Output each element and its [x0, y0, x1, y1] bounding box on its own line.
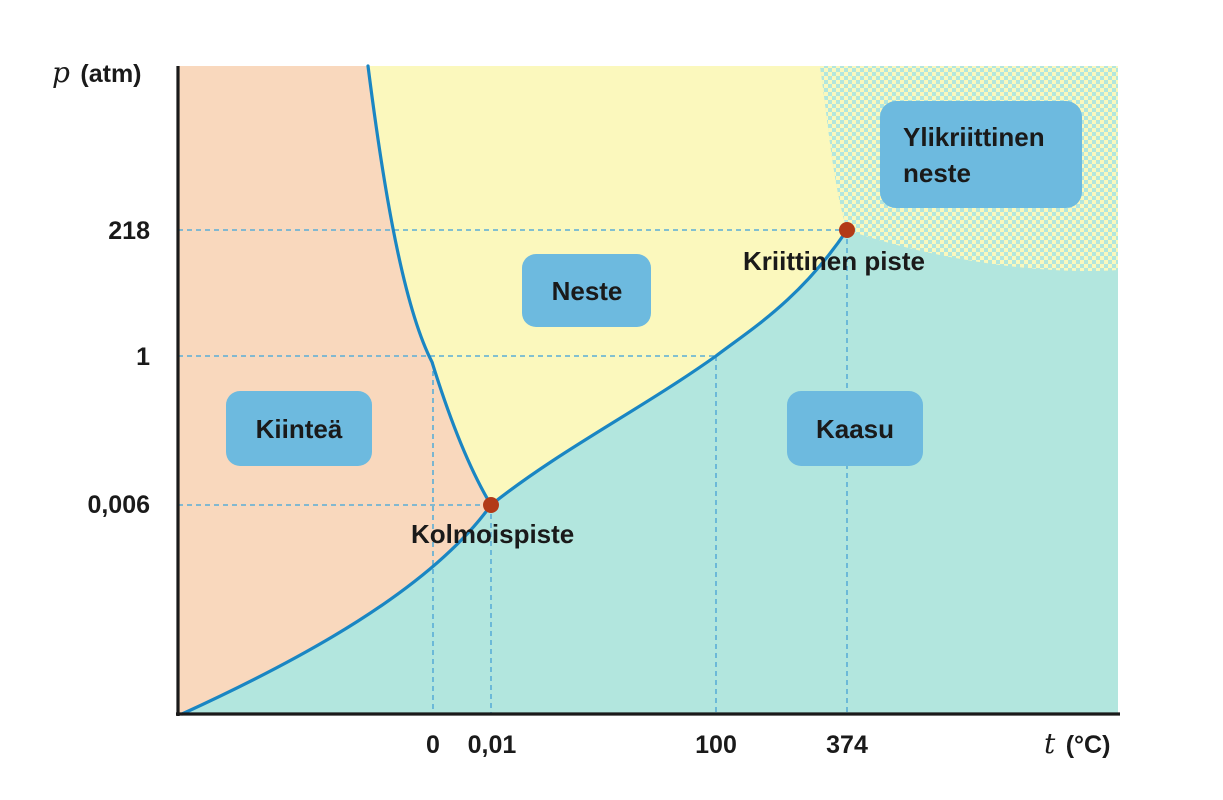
x-tick-001: 0,01	[468, 731, 517, 759]
svg-text:neste: neste	[903, 158, 971, 188]
liquid-label: Neste	[522, 254, 651, 327]
y-tick-218: 218	[108, 217, 150, 245]
x-tick-100: 100	[695, 731, 737, 759]
vaporization-curve	[489, 228, 849, 507]
x-tick-0: 0	[426, 731, 440, 759]
supercritical-label: Ylikriittinen neste	[880, 101, 1082, 208]
svg-text:Ylikriittinen: Ylikriittinen	[903, 122, 1045, 152]
sublimation-curve	[180, 503, 493, 716]
gas-label: Kaasu	[787, 391, 923, 466]
solid-label: Kiinteä	[226, 391, 372, 466]
melting-curve	[366, 64, 493, 507]
critical-point-label: Kriittinen piste	[743, 246, 925, 276]
y-tick-0006: 0,006	[87, 491, 150, 519]
critical-point-marker	[839, 222, 855, 238]
svg-text:Kiinteä: Kiinteä	[256, 414, 343, 444]
svg-text:Kaasu: Kaasu	[816, 414, 894, 444]
triple-point-marker	[483, 497, 499, 513]
x-axis-title: t (°C)	[1044, 727, 1110, 760]
svg-text:Neste: Neste	[552, 276, 623, 306]
y-tick-1: 1	[136, 343, 150, 371]
solid-region	[178, 66, 491, 714]
y-axis-title: p (atm)	[52, 56, 142, 89]
triple-point-label: Kolmoispiste	[411, 519, 574, 549]
x-tick-374: 374	[826, 731, 868, 759]
